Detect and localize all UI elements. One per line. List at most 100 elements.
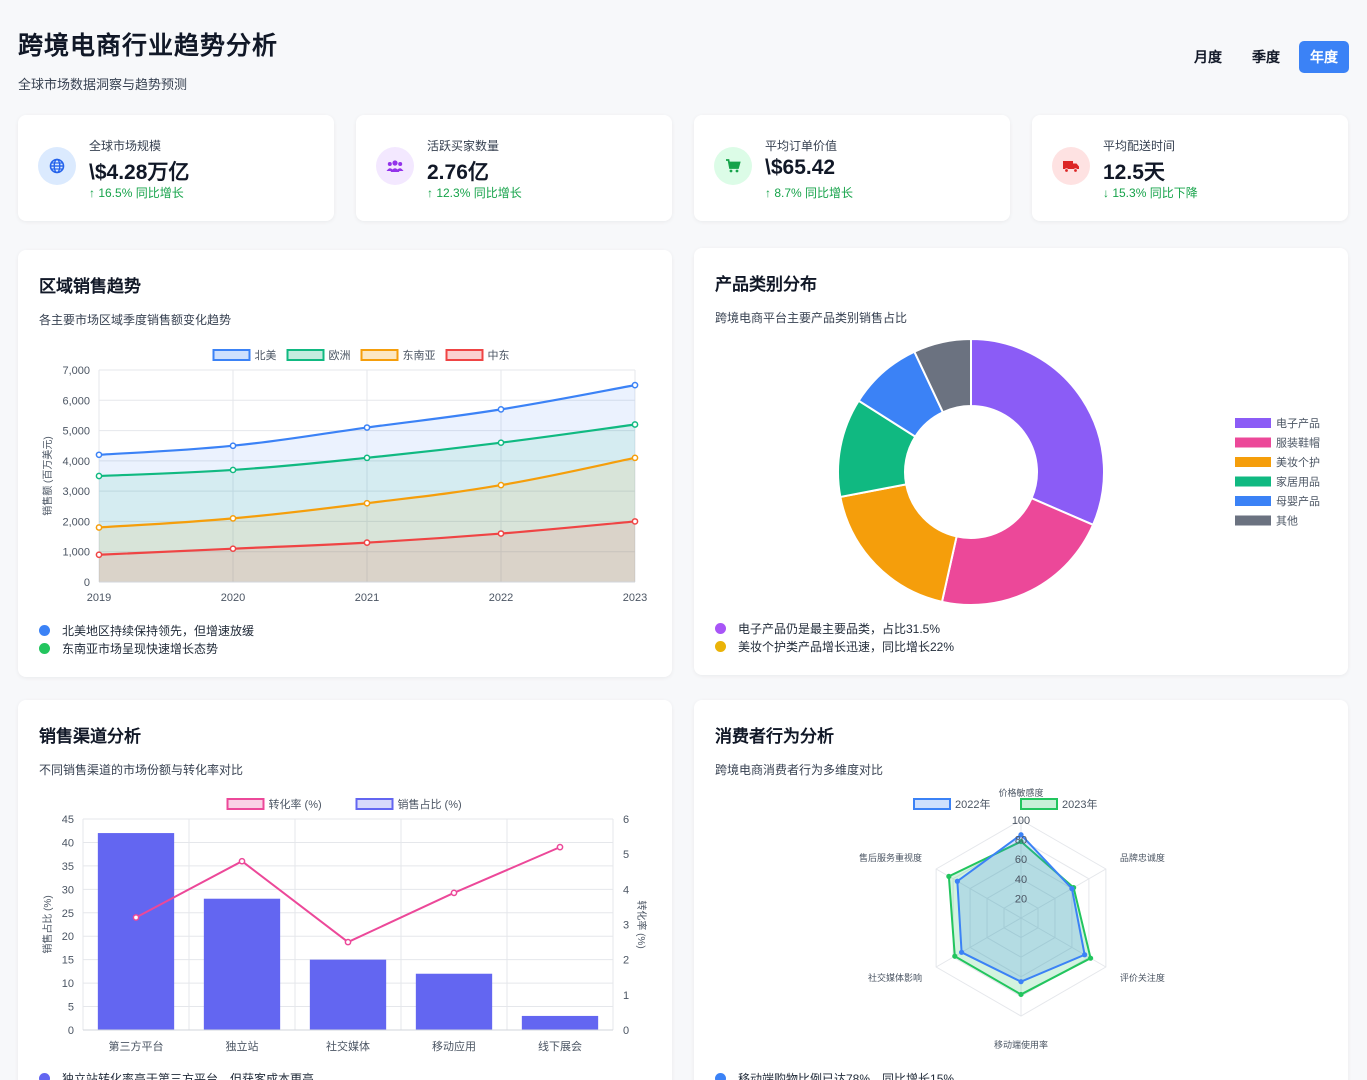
data-point bbox=[363, 539, 371, 546]
period-monthly-button[interactable]: 月度 bbox=[1183, 41, 1233, 73]
y-axis-label: 销售占比 (%) bbox=[41, 895, 54, 953]
legend-label: 东南亚 bbox=[403, 349, 436, 362]
y-tick-label: 2,000 bbox=[62, 516, 90, 528]
legend-swatch bbox=[286, 349, 325, 361]
y-tick-label: 0 bbox=[84, 577, 90, 589]
legend-label: 转化率 (%) bbox=[269, 797, 322, 811]
insights-list: 电子产品仍是最主要品类，占比31.5% 美妆个护类产品增长迅速，同比增长22% bbox=[715, 619, 954, 655]
insights-list: 移动端购物比例已达78%，同比增长15% bbox=[715, 1069, 954, 1080]
y-tick-label: 35 bbox=[62, 861, 74, 873]
x-tick-label: 2022 bbox=[489, 592, 513, 604]
legend-label: 中东 bbox=[488, 349, 510, 362]
legend-label: 电子产品 bbox=[1276, 416, 1320, 430]
y2-tick-label: 3 bbox=[623, 920, 629, 932]
card-subtitle: 不同销售渠道的市场份额与转化率对比 bbox=[39, 763, 244, 777]
insights-list: 独立站转化率高于第三方平台，但获客成本更高 bbox=[39, 1069, 314, 1080]
kpi-change: ↓ 15.3% 同比下降 bbox=[1103, 186, 1198, 200]
y-tick-label: 10 bbox=[62, 978, 74, 990]
kpi-card-active-buyers: 活跃买家数量 2.76亿 ↑ 12.3% 同比增长 bbox=[356, 115, 672, 221]
data-point bbox=[1018, 979, 1024, 985]
data-point bbox=[1069, 886, 1075, 892]
insight-text: 电子产品仍是最主要品类，占比31.5% bbox=[738, 621, 941, 636]
legend-label: 销售占比 (%) bbox=[398, 797, 462, 811]
y-tick-label: 45 bbox=[62, 814, 74, 826]
y2-tick-label: 0 bbox=[623, 1025, 629, 1037]
kpi-card-market-size: 全球市场规模 \$4.28万亿 ↑ 16.5% 同比增长 bbox=[18, 115, 334, 221]
x-tick-label: 2019 bbox=[87, 592, 111, 604]
sales-channel-card: 销售渠道分析 不同销售渠道的市场份额与转化率对比 0 5 10 15 20 25 30 35 4… bbox=[18, 700, 672, 1080]
period-quarterly-button[interactable]: 季度 bbox=[1241, 41, 1291, 73]
bar bbox=[521, 1015, 599, 1030]
radar-spoke bbox=[935, 917, 1022, 968]
insight-text: 东南亚市场呈现快速增长态势 bbox=[62, 641, 219, 656]
legend-swatch bbox=[1235, 496, 1271, 506]
y2-tick-label: 4 bbox=[623, 884, 629, 896]
y-axis-label: 销售额 (百万美元) bbox=[41, 436, 54, 515]
card-title: 产品类别分布 bbox=[715, 275, 817, 294]
legend-label: 美妆个护 bbox=[1276, 455, 1320, 469]
legend-label: 2022年 bbox=[955, 797, 990, 811]
data-point bbox=[631, 518, 639, 525]
cart-icon bbox=[714, 147, 752, 185]
data-point bbox=[556, 843, 564, 851]
data-point bbox=[363, 499, 371, 507]
card-title: 销售渠道分析 bbox=[39, 727, 141, 746]
y-tick-label: 40 bbox=[62, 837, 74, 849]
insights-list: 北美地区持续保持领先，但增速放缓 东南亚市场呈现快速增长态势 bbox=[39, 621, 254, 657]
data-point bbox=[132, 914, 140, 921]
bullet-dot bbox=[39, 642, 50, 654]
y-tick-label: 4,000 bbox=[62, 456, 90, 468]
radar-axis-label: 价格敏感度 bbox=[998, 787, 1043, 798]
legend-swatch bbox=[226, 798, 265, 810]
bullet-dot bbox=[715, 1072, 726, 1080]
legend-swatch bbox=[1020, 798, 1058, 810]
y-tick-label: 25 bbox=[62, 908, 74, 920]
y2-tick-label: 1 bbox=[623, 990, 629, 1002]
insight-item: 北美地区持续保持领先，但增速放缓 bbox=[39, 621, 254, 639]
data-point bbox=[497, 439, 505, 447]
data-point bbox=[363, 424, 371, 431]
data-point bbox=[95, 472, 103, 480]
card-subtitle: 各主要市场区域季度销售额变化趋势 bbox=[39, 313, 232, 327]
data-point bbox=[229, 442, 237, 450]
donut-slice bbox=[913, 337, 972, 414]
y-tick-label: 7,000 bbox=[62, 365, 90, 377]
data-point bbox=[954, 878, 960, 884]
y-tick-label: 30 bbox=[62, 884, 74, 896]
kpi-change: ↑ 8.7% 同比增长 bbox=[765, 186, 854, 200]
period-yearly-button[interactable]: 年度 bbox=[1299, 41, 1349, 73]
legend-label: 欧洲 bbox=[329, 349, 351, 362]
radar-axis-label: 品牌忠诚度 bbox=[1120, 852, 1165, 863]
kpi-card-delivery-time: 平均配送时间 12.5天 ↓ 15.3% 同比下降 bbox=[1032, 115, 1348, 221]
data-point bbox=[946, 873, 952, 879]
bullet-dot bbox=[39, 624, 50, 636]
data-point bbox=[1082, 952, 1088, 958]
x-tick-label: 移动应用 bbox=[432, 1039, 476, 1053]
legend-swatch bbox=[1235, 418, 1271, 428]
data-point bbox=[631, 454, 639, 462]
data-point bbox=[238, 857, 246, 865]
page-header: 跨境电商行业趋势分析 全球市场数据洞察与趋势预测 bbox=[18, 26, 278, 93]
bar bbox=[203, 898, 281, 1030]
kpi-label: 平均订单价值 bbox=[765, 139, 838, 153]
kpi-value: \$4.28万亿 bbox=[89, 161, 190, 184]
insight-text: 独立站转化率高于第三方平台，但获客成本更高 bbox=[62, 1071, 315, 1080]
kpi-label: 全球市场规模 bbox=[89, 139, 162, 153]
data-point bbox=[95, 451, 103, 459]
y-tick-label: 0 bbox=[68, 1025, 74, 1037]
data-point bbox=[1018, 991, 1024, 998]
kpi-label: 活跃买家数量 bbox=[427, 139, 500, 153]
bar bbox=[415, 973, 493, 1030]
y2-tick-label: 2 bbox=[623, 955, 629, 967]
insight-item: 美妆个护类产品增长迅速，同比增长22% bbox=[715, 637, 954, 655]
truck-icon bbox=[1052, 147, 1090, 185]
insight-item: 独立站转化率高于第三方平台，但获客成本更高 bbox=[39, 1069, 314, 1080]
legend-swatch bbox=[445, 349, 484, 361]
consumer-behavior-card: 消费者行为分析 跨境电商消费者行为多维度对比 20 40 60 80 100 价格敏感度品… bbox=[694, 700, 1348, 1080]
card-subtitle: 跨境电商消费者行为多维度对比 bbox=[715, 763, 884, 777]
legend-label: 服装鞋帽 bbox=[1276, 436, 1320, 450]
product-category-card: 产品类别分布 跨境电商平台主要产品类别销售占比 电子产品 服装鞋帽 美妆个护 家居用品… bbox=[694, 248, 1348, 675]
data-point bbox=[631, 381, 639, 389]
insight-text: 美妆个护类产品增长迅速，同比增长22% bbox=[738, 639, 955, 654]
